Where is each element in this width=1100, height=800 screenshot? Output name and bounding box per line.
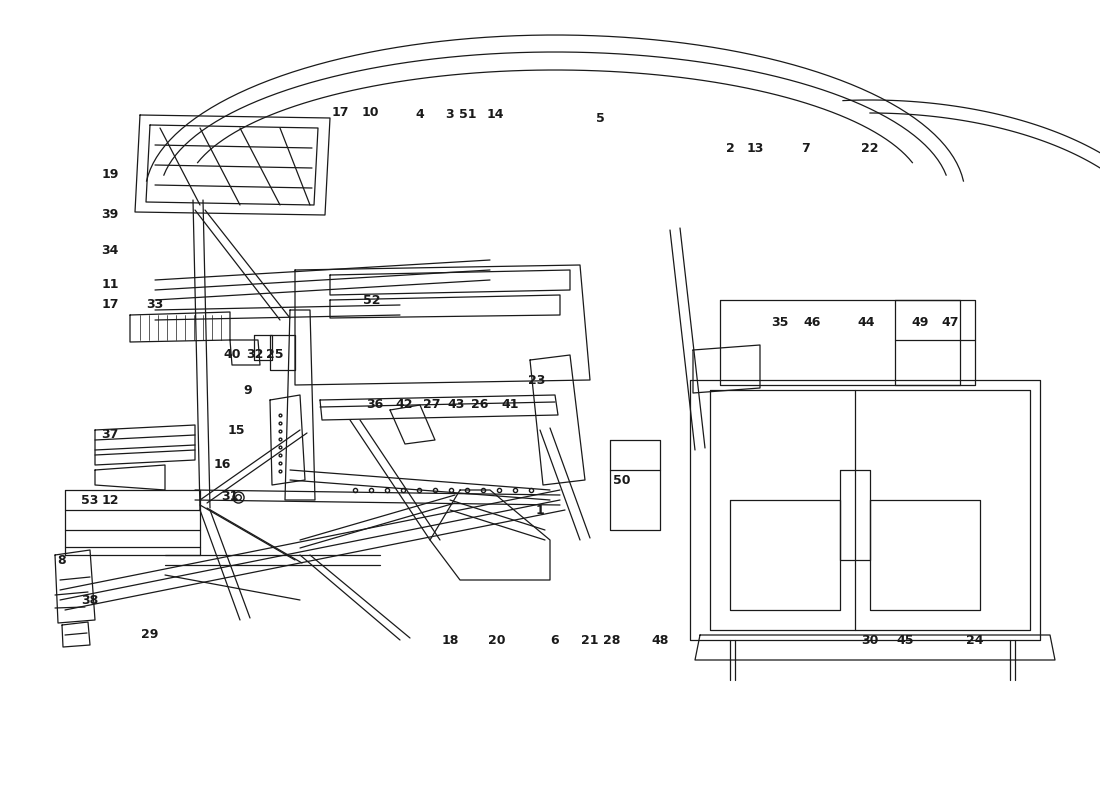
- Text: 38: 38: [81, 594, 99, 606]
- Text: 35: 35: [771, 315, 789, 329]
- Text: 1: 1: [536, 503, 544, 517]
- Text: 31: 31: [221, 490, 239, 503]
- Text: 24: 24: [966, 634, 983, 646]
- Text: 19: 19: [101, 169, 119, 182]
- Text: 37: 37: [101, 429, 119, 442]
- Text: 17: 17: [101, 298, 119, 311]
- Text: 10: 10: [361, 106, 378, 118]
- Text: 15: 15: [228, 423, 244, 437]
- Text: 27: 27: [424, 398, 441, 411]
- Text: 45: 45: [896, 634, 914, 646]
- Text: 9: 9: [244, 383, 252, 397]
- Text: 39: 39: [101, 209, 119, 222]
- Text: 14: 14: [486, 109, 504, 122]
- Text: 25: 25: [266, 349, 284, 362]
- Text: 22: 22: [861, 142, 879, 154]
- Text: 47: 47: [942, 315, 959, 329]
- Text: 4: 4: [416, 109, 425, 122]
- Text: 53: 53: [81, 494, 99, 506]
- Text: 2: 2: [726, 142, 735, 154]
- Text: 36: 36: [366, 398, 384, 411]
- Text: 51: 51: [460, 109, 476, 122]
- Text: 16: 16: [213, 458, 231, 471]
- Text: 46: 46: [803, 315, 821, 329]
- Text: 23: 23: [528, 374, 546, 386]
- Text: 13: 13: [746, 142, 763, 154]
- Text: 30: 30: [861, 634, 879, 646]
- Text: 42: 42: [395, 398, 412, 411]
- Text: 20: 20: [488, 634, 506, 646]
- Text: 44: 44: [857, 315, 874, 329]
- Text: 40: 40: [223, 349, 241, 362]
- Text: 32: 32: [246, 349, 264, 362]
- Text: 11: 11: [101, 278, 119, 291]
- Text: 7: 7: [801, 142, 810, 154]
- Text: 18: 18: [441, 634, 459, 646]
- Text: 5: 5: [595, 111, 604, 125]
- Text: 28: 28: [603, 634, 620, 646]
- Text: 8: 8: [57, 554, 66, 566]
- Text: 34: 34: [101, 243, 119, 257]
- Text: 26: 26: [471, 398, 488, 411]
- Text: 50: 50: [614, 474, 630, 486]
- Text: 52: 52: [363, 294, 381, 306]
- Text: 29: 29: [141, 629, 158, 642]
- Text: 6: 6: [551, 634, 559, 646]
- Text: 17: 17: [331, 106, 349, 118]
- Text: 12: 12: [101, 494, 119, 506]
- Text: 48: 48: [651, 634, 669, 646]
- Text: 43: 43: [448, 398, 464, 411]
- Text: 33: 33: [146, 298, 164, 311]
- Text: 21: 21: [581, 634, 598, 646]
- Text: 3: 3: [446, 109, 454, 122]
- Text: 49: 49: [911, 315, 928, 329]
- Text: 41: 41: [502, 398, 519, 411]
